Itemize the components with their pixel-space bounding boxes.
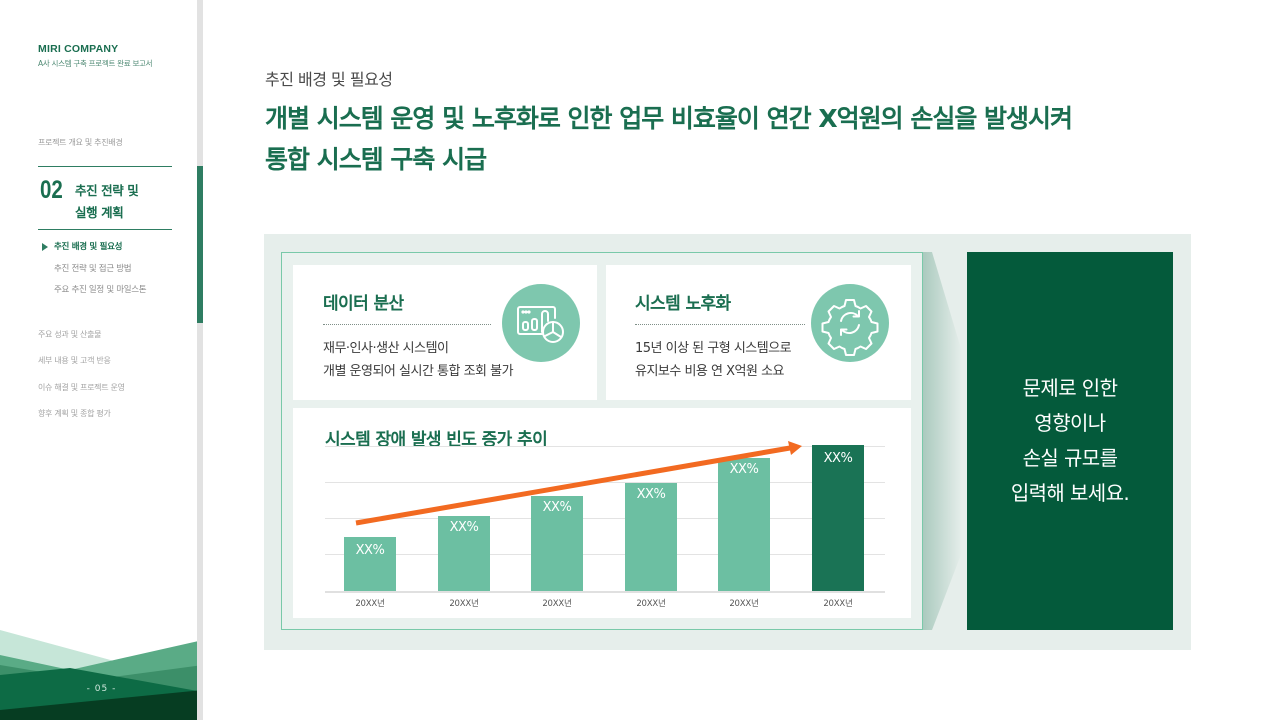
dashboard-chart-icon — [502, 284, 580, 362]
x-axis-label: 20XX년 — [636, 599, 666, 609]
card-divider — [323, 324, 491, 325]
decorative-waves — [0, 630, 203, 720]
sidebar-item-future[interactable]: 향후 계획 및 종합 평가 — [38, 408, 111, 418]
brand-name: MIRI COMPANY — [38, 43, 119, 55]
gear-refresh-icon — [811, 284, 889, 362]
section-divider-top — [38, 166, 172, 167]
x-axis-label: 20XX년 — [729, 599, 759, 609]
callout-line3: 손실 규모를 — [1022, 446, 1118, 470]
report-subtitle: A사 시스템 구축 프로젝트 완료 보고서 — [38, 59, 153, 68]
sidebar-item-details[interactable]: 세부 내용 및 고객 반응 — [38, 356, 111, 366]
card-divider — [635, 324, 805, 325]
page-number: - 05 - — [86, 684, 117, 694]
chart-gridline — [325, 554, 885, 555]
card-description: 15년 이상 된 구형 시스템으로 유지보수 비용 연 X억원 소요 — [635, 337, 792, 383]
card-description-line1: 15년 이상 된 구형 시스템으로 — [635, 341, 792, 356]
chart-bar: XX% — [344, 537, 396, 591]
sidebar-scrollbar-thumb[interactable] — [197, 166, 203, 323]
x-axis-label: 20XX년 — [355, 599, 385, 609]
sidebar-item-issues[interactable]: 이슈 해결 및 프로젝트 운영 — [38, 382, 125, 392]
section-number: 02 — [40, 176, 63, 204]
card-data-distributed: 데이터 분산 재무·인사·생산 시스템이 개별 운영되어 실시간 통합 조회 불… — [293, 265, 597, 400]
section-title-line2: 실행 계획 — [75, 205, 124, 220]
card-description-line2: 유지보수 비용 연 X억원 소요 — [635, 364, 785, 379]
decorative-shadow — [922, 252, 962, 630]
callout-line4: 입력해 보세요. — [1010, 481, 1130, 505]
chart-bar: XX% — [531, 496, 583, 591]
card-title: 시스템 노후화 — [635, 294, 731, 314]
sidebar-item-results[interactable]: 주요 성과 및 산출물 — [38, 330, 102, 339]
bar-value-label: XX% — [355, 543, 385, 558]
bar-value-label: XX% — [823, 451, 853, 466]
section-title[interactable]: 추진 전략 및 실행 계획 — [75, 180, 139, 224]
x-axis-label: 20XX년 — [542, 599, 572, 609]
callout-line1: 문제로 인한 — [1022, 376, 1118, 400]
section-divider-bottom — [38, 229, 172, 230]
bar-value-label: XX% — [729, 462, 759, 477]
sidebar: MIRI COMPANY A사 시스템 구축 프로젝트 완료 보고서 프로젝트 … — [0, 0, 203, 720]
subsection-item-background[interactable]: 추진 배경 및 필요성 — [40, 240, 146, 262]
chart-bar: XX% — [438, 516, 490, 591]
page-title: 개별 시스템 운영 및 노후화로 인한 업무 비효율이 연간 X억원의 손실을 … — [265, 98, 1073, 180]
bar-value-label: XX% — [449, 520, 479, 535]
bar-value-label: XX% — [636, 487, 666, 502]
card-description: 재무·인사·생산 시스템이 개별 운영되어 실시간 통합 조회 불가 — [323, 337, 514, 383]
chart-gridline — [325, 482, 885, 483]
callout-line2: 영향이나 — [1034, 411, 1106, 435]
subsection-item-schedule[interactable]: 주요 추진 일정 및 마일스톤 — [54, 285, 147, 295]
subsection-list: 추진 배경 및 필요성 추진 전략 및 접근 방법 주요 추진 일정 및 마일스… — [40, 240, 147, 305]
chart-gridline — [325, 446, 885, 447]
chart-title: 시스템 장애 발생 빈도 증가 추이 — [325, 430, 548, 450]
card-description-line1: 재무·인사·생산 시스템이 — [323, 341, 449, 356]
page-title-line2: 통합 시스템 구축 시급 — [265, 145, 487, 174]
card-title: 데이터 분산 — [323, 294, 404, 314]
callout-text: 문제로 인한 영향이나 손실 규모를 입력해 보세요. — [1010, 371, 1130, 511]
chart-baseline — [325, 591, 885, 593]
chart-bar: XX% — [625, 483, 677, 591]
sidebar-item-overview[interactable]: 프로젝트 개요 및 추진배경 — [38, 138, 123, 147]
card-description-line2: 개별 운영되어 실시간 통합 조회 불가 — [323, 364, 514, 379]
page-title-line1: 개별 시스템 운영 및 노후화로 인한 업무 비효율이 연간 X억원의 손실을 … — [265, 104, 1073, 133]
sidebar-nav-list: 주요 성과 및 산출물 세부 내용 및 고객 반응 이슈 해결 및 프로젝트 운… — [38, 329, 125, 434]
impact-callout: 문제로 인한 영향이나 손실 규모를 입력해 보세요. — [967, 252, 1173, 630]
x-axis-label: 20XX년 — [449, 599, 479, 609]
sidebar-scrollbar-track[interactable] — [197, 0, 203, 720]
bar-value-label: XX% — [542, 500, 572, 515]
subsection-item-strategy[interactable]: 추진 전략 및 접근 방법 — [54, 263, 132, 274]
chart-bar: XX% — [718, 458, 770, 591]
chart-bar-highlighted: XX% — [812, 445, 864, 591]
card-system-aging: 시스템 노후화 15년 이상 된 구형 시스템으로 유지보수 비용 연 X억원 … — [606, 265, 911, 400]
x-axis-label: 20XX년 — [823, 599, 853, 609]
page-eyebrow: 추진 배경 및 필요성 — [265, 70, 393, 89]
chart-gridline — [325, 518, 885, 519]
section-title-line1: 추진 전략 및 — [75, 183, 139, 198]
